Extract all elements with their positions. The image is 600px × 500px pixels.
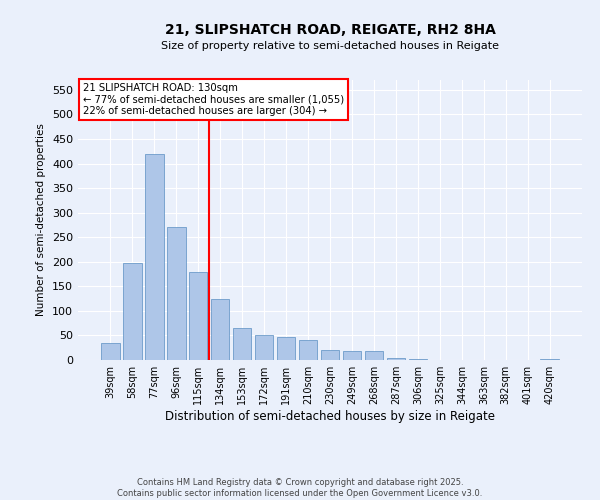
Bar <box>320 350 340 360</box>
Bar <box>365 351 383 360</box>
Bar <box>541 359 559 360</box>
Bar <box>277 337 295 360</box>
Bar <box>123 262 142 360</box>
Y-axis label: Number of semi-detached properties: Number of semi-detached properties <box>37 124 46 316</box>
Bar <box>299 340 317 360</box>
Bar <box>233 328 251 360</box>
Bar <box>343 351 361 360</box>
Bar <box>255 336 274 360</box>
Bar <box>189 272 208 360</box>
Text: 21, SLIPSHATCH ROAD, REIGATE, RH2 8HA: 21, SLIPSHATCH ROAD, REIGATE, RH2 8HA <box>164 22 496 36</box>
Text: 21 SLIPSHATCH ROAD: 130sqm
← 77% of semi-detached houses are smaller (1,055)
22%: 21 SLIPSHATCH ROAD: 130sqm ← 77% of semi… <box>83 83 344 116</box>
Bar <box>101 343 119 360</box>
Bar <box>145 154 164 360</box>
Text: Size of property relative to semi-detached houses in Reigate: Size of property relative to semi-detach… <box>161 41 499 51</box>
Bar <box>211 298 229 360</box>
Bar <box>386 358 405 360</box>
Text: Contains HM Land Registry data © Crown copyright and database right 2025.
Contai: Contains HM Land Registry data © Crown c… <box>118 478 482 498</box>
Bar <box>167 228 185 360</box>
Bar <box>409 359 427 360</box>
X-axis label: Distribution of semi-detached houses by size in Reigate: Distribution of semi-detached houses by … <box>165 410 495 423</box>
